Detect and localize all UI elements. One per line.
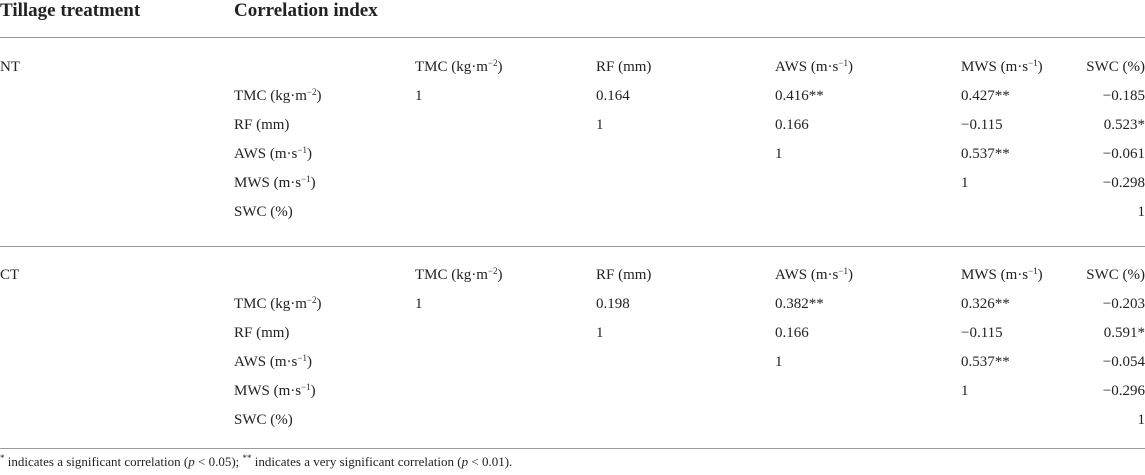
table-cell: 0.427** [961,88,1010,104]
rule-top [0,37,1145,38]
row-label: TMC (kg·m−2) [234,295,322,313]
table-cell: 1 [961,175,969,191]
table-cell: 0.416** [775,88,824,104]
row-label: MWS (m·s−1) [234,174,316,192]
table-cell: 0.326** [961,296,1010,312]
table-cell: 0.523* [1103,117,1145,133]
table-cell: 0.382** [775,296,824,312]
table-cell: −0.203 [1102,296,1145,312]
table-cell: 0.198 [596,296,630,312]
column-header: SWC (%) [1086,267,1145,283]
table-cell: −0.054 [1102,354,1145,370]
group-name-nt: NT [0,59,20,75]
table-cell: 1 [415,88,423,104]
table-cell: 1 [961,383,969,399]
header-correlation-index: Correlation index [234,0,378,21]
row-label: SWC (%) [234,412,293,428]
row-label: RF (mm) [234,325,290,341]
table-cell: 1 [596,117,604,133]
column-header: RF (mm) [596,59,652,75]
row-label: TMC (kg·m−2) [234,87,322,105]
group-name-ct: CT [0,267,20,283]
column-header: MWS (m·s−1) [961,266,1043,284]
row-label: SWC (%) [234,204,293,220]
row-label: RF (mm) [234,117,290,133]
footnote-double-star: ** [242,453,252,463]
column-header: MWS (m·s−1) [961,58,1043,76]
table-cell: 0.166 [775,325,809,341]
row-label: AWS (m·s−1) [234,353,312,371]
table-cell: 0.591* [1103,325,1145,341]
row-label: AWS (m·s−1) [234,145,312,163]
header-tillage-treatment: Tillage treatment [0,0,141,21]
column-header: AWS (m·s−1) [775,266,853,284]
table-cell: −0.296 [1102,383,1145,399]
table-cell: −0.115 [961,325,1003,341]
footnote-single-star: * [0,453,5,463]
table-cell: 0.537** [961,146,1010,162]
table-cell: 1 [775,146,783,162]
table-cell: 1 [1137,204,1145,220]
table-cell: 1 [775,354,783,370]
column-header: TMC (kg·m−2) [415,266,503,284]
table-header: Tillage treatment Correlation index [0,0,1145,37]
footnote: * indicates a significant correlation (p… [0,453,513,470]
table-cell: 1 [596,325,604,341]
table-cell: 1 [1137,412,1145,428]
table-cell: −0.298 [1102,175,1145,191]
table-cell: 0.166 [775,117,809,133]
table-cell: 0.537** [961,354,1010,370]
column-header: SWC (%) [1086,59,1145,75]
table-cell: −0.185 [1102,88,1145,104]
table-cell: −0.115 [961,117,1003,133]
table-cell: −0.061 [1102,146,1145,162]
rule-middle [0,246,1145,247]
table-cell: 0.164 [596,88,630,104]
rule-bottom [0,448,1145,449]
table-cell: 1 [415,296,423,312]
row-label: MWS (m·s−1) [234,382,316,400]
column-header: TMC (kg·m−2) [415,58,503,76]
column-header: RF (mm) [596,267,652,283]
column-header: AWS (m·s−1) [775,58,853,76]
